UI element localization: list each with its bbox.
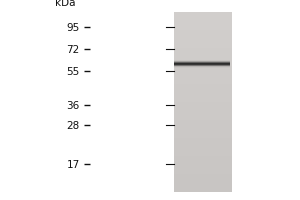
Bar <box>174 59 233 62</box>
Bar <box>174 165 233 167</box>
Bar <box>174 109 233 111</box>
Bar <box>174 63 230 64</box>
Bar <box>174 41 233 44</box>
Bar <box>174 133 233 136</box>
Bar <box>174 111 233 113</box>
Bar <box>174 118 233 120</box>
Bar <box>174 104 233 106</box>
Bar <box>174 170 233 172</box>
Bar <box>174 28 233 30</box>
Bar <box>174 79 233 82</box>
Bar <box>174 82 233 84</box>
Bar <box>174 57 233 59</box>
Bar <box>174 46 233 48</box>
Bar <box>174 120 233 122</box>
Bar <box>174 62 233 64</box>
Bar <box>174 37 233 39</box>
Bar <box>174 64 233 66</box>
Bar <box>174 124 233 127</box>
Bar <box>174 174 233 176</box>
Text: kDa: kDa <box>55 0 75 8</box>
Bar <box>174 185 233 187</box>
Bar <box>174 91 233 93</box>
Bar <box>174 167 233 170</box>
Bar <box>174 178 233 181</box>
Bar <box>174 160 233 163</box>
Bar <box>174 102 233 104</box>
Bar <box>174 71 233 73</box>
Bar <box>174 187 233 190</box>
Bar <box>174 44 233 46</box>
Bar <box>174 30 233 32</box>
Bar <box>174 115 233 118</box>
Bar <box>174 50 233 52</box>
Bar <box>174 100 233 102</box>
Bar <box>174 131 233 133</box>
Bar <box>174 66 230 67</box>
Bar <box>174 149 233 152</box>
Bar <box>174 60 230 61</box>
Bar <box>174 154 233 156</box>
Bar <box>174 75 233 77</box>
Bar <box>174 21 233 23</box>
Bar <box>174 64 230 65</box>
Bar <box>174 32 233 34</box>
Bar <box>174 138 233 140</box>
Bar <box>174 19 233 21</box>
Bar <box>174 129 233 131</box>
Bar <box>174 95 233 97</box>
Bar <box>174 34 233 37</box>
Bar <box>174 23 233 25</box>
Bar <box>174 48 233 50</box>
Bar <box>174 14 233 17</box>
Bar <box>174 66 233 68</box>
Bar <box>174 122 233 124</box>
Bar <box>174 12 233 192</box>
Bar <box>174 156 233 158</box>
Bar <box>174 136 233 138</box>
Bar <box>174 77 233 79</box>
Bar <box>174 17 233 19</box>
Bar <box>174 140 233 142</box>
Bar <box>174 62 230 63</box>
Bar <box>174 113 233 115</box>
Bar <box>174 158 233 160</box>
Bar <box>174 145 233 147</box>
Bar <box>174 55 233 57</box>
Bar <box>174 190 233 192</box>
Bar <box>174 25 233 28</box>
Bar <box>174 84 233 86</box>
Bar <box>174 142 233 145</box>
Bar <box>174 172 233 174</box>
Bar <box>174 52 233 55</box>
Bar <box>174 93 233 95</box>
Bar <box>174 127 233 129</box>
Bar <box>174 39 233 41</box>
Bar <box>174 152 233 154</box>
Bar <box>174 181 233 183</box>
Bar <box>174 183 233 185</box>
Bar <box>174 86 233 88</box>
Bar <box>174 68 233 71</box>
Bar <box>174 61 230 62</box>
Bar <box>174 176 233 178</box>
Bar <box>174 147 233 149</box>
Bar <box>174 73 233 75</box>
Bar <box>174 97 233 100</box>
Bar <box>174 163 233 165</box>
Bar <box>174 67 230 68</box>
Bar <box>174 12 233 14</box>
Bar <box>174 106 233 109</box>
Bar <box>174 65 230 66</box>
Bar <box>174 88 233 91</box>
